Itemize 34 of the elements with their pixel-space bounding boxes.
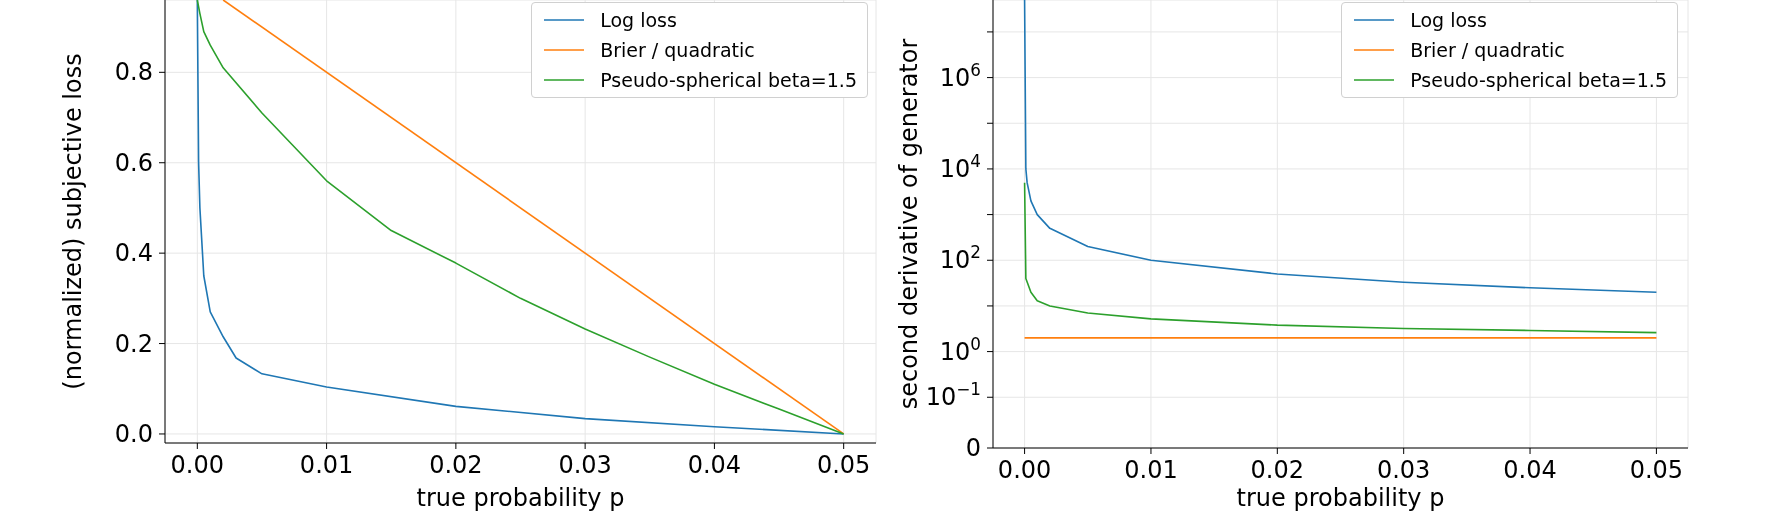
x-tick-label: 0.02 xyxy=(1250,456,1305,484)
y-tick-label: 0 xyxy=(965,434,981,462)
x-tick-label: 0.01 xyxy=(1124,456,1178,484)
y-tick-label: 0.2 xyxy=(114,329,153,358)
x-tick-label: 0.00 xyxy=(170,451,225,479)
x-axis-title: true probability p xyxy=(416,484,625,512)
legend-label: Pseudo-spherical beta=1.5 xyxy=(1410,68,1667,93)
x-tick-label: 0.03 xyxy=(558,451,612,479)
legend-label: Log loss xyxy=(1410,8,1487,33)
line-series xyxy=(1023,181,1658,334)
legend-label: Brier / quadratic xyxy=(600,38,755,63)
legend-label: Brier / quadratic xyxy=(1410,38,1565,63)
legend-label: Log loss xyxy=(600,8,677,33)
y-tick-label: 10$^{−1}$ xyxy=(925,379,981,412)
x-tick-label: 0.05 xyxy=(1629,456,1684,484)
y-tick-label: 10$^{2}$ xyxy=(939,242,981,275)
y-tick-label: 0.0 xyxy=(114,419,153,448)
y-axis-title: (normalized) subjective loss xyxy=(58,53,87,390)
x-tick-label: 0.04 xyxy=(687,451,742,479)
y-tick-label: 0.8 xyxy=(114,58,153,87)
x-tick-label: 0.02 xyxy=(429,451,483,479)
x-tick-label: 0.03 xyxy=(1376,456,1431,484)
y-tick-label: 10$^{0}$ xyxy=(939,333,981,366)
y-axis-title: second derivative of generator xyxy=(894,38,923,410)
x-tick-label: 0.04 xyxy=(1503,456,1557,484)
y-tick-label: 10$^{6}$ xyxy=(939,59,981,92)
y-tick-label: 0.6 xyxy=(114,148,153,177)
x-axis-title: true probability p xyxy=(1236,484,1445,512)
y-tick-label: 0.4 xyxy=(114,239,153,268)
x-tick-label: 0.05 xyxy=(816,451,871,479)
legend-label: Pseudo-spherical beta=1.5 xyxy=(600,68,857,93)
x-tick-label: 0.00 xyxy=(997,456,1052,484)
x-tick-label: 0.01 xyxy=(299,451,354,479)
y-tick-label: 10$^{4}$ xyxy=(939,150,981,183)
